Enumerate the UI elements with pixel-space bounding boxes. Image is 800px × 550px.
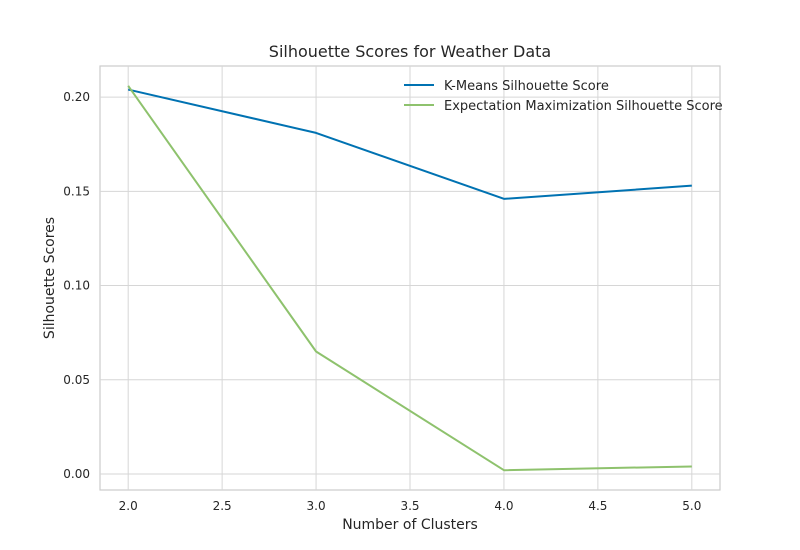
legend-label-1: K-Means Silhouette Score [444,79,609,94]
series-layer [127,85,692,472]
y-tick-label: 0.15 [63,184,90,198]
series-line-1 [127,88,692,200]
y-tick-label: 0.00 [63,467,90,481]
x-tick-label: 2.5 [213,499,232,513]
x-axis-ticks: 2.0 2.5 3.0 3.5 4.0 4.5 5.0 [119,499,702,513]
y-axis-ticks: 0.00 0.05 0.10 0.15 0.20 [63,90,90,481]
legend: K-Means Silhouette Score Expectation Maxi… [404,79,723,114]
y-tick-label: 0.20 [63,90,90,104]
y-tick-label: 0.10 [63,279,90,293]
x-tick-label: 4.0 [494,499,513,513]
legend-label-2: Expectation Maximization Silhouette Scor… [444,99,723,114]
series-line-2 [127,85,692,472]
x-tick-label: 4.5 [588,499,607,513]
grid-lines [100,66,720,490]
x-axis-label: Number of Clusters [342,517,478,533]
x-tick-label: 3.5 [400,499,419,513]
x-tick-label: 3.0 [307,499,326,513]
x-tick-label: 5.0 [682,499,701,513]
y-axis-label: Silhouette Scores [42,217,58,339]
chart-title: Silhouette Scores for Weather Data [269,42,551,61]
y-tick-label: 0.05 [63,373,90,387]
x-tick-label: 2.0 [119,499,138,513]
